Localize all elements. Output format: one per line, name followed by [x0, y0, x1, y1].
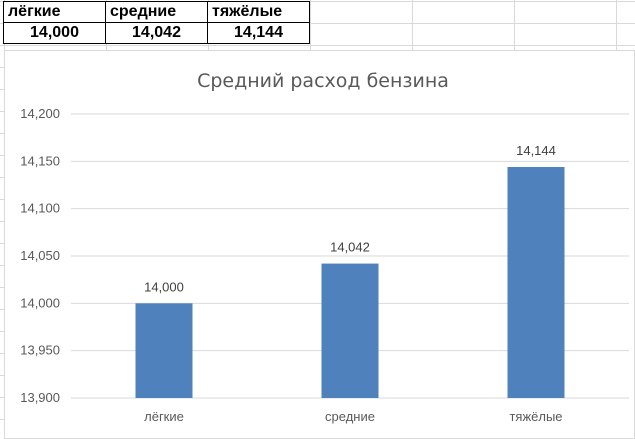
data-labels: 14,000 14,042 14,144 — [144, 143, 556, 294]
header-cell-light[interactable]: лёгкие — [3, 1, 106, 23]
bar[interactable] — [321, 263, 379, 398]
data-label: 14,000 — [144, 279, 184, 294]
x-category-label: лёгкие — [144, 409, 184, 424]
bar[interactable] — [135, 303, 193, 398]
header-cell-medium[interactable]: средние — [105, 1, 208, 23]
y-tick-label: 13,900 — [20, 390, 60, 405]
y-tick-label: 14,050 — [20, 248, 60, 263]
value-cell-light[interactable]: 14,000 — [3, 22, 106, 44]
value-cell-heavy[interactable]: 14,144 — [207, 22, 310, 44]
x-category-label: тяжёлые — [509, 409, 562, 424]
x-category-label: средние — [325, 409, 375, 424]
data-label: 14,144 — [516, 143, 556, 158]
header-cell-heavy[interactable]: тяжёлые — [207, 1, 310, 23]
y-tick-label: 14,100 — [20, 201, 60, 216]
data-label: 14,042 — [330, 240, 370, 255]
y-axis-ticks: 13,900 13,950 14,000 14,050 14,100 14,150 14,2… — [20, 106, 60, 405]
chart-area[interactable]: Средний расход бензина 13,900 13,950 14,00… — [4, 50, 635, 439]
bar[interactable] — [507, 167, 565, 398]
value-row: 14,000 14,042 14,144 — [3, 22, 310, 44]
data-table: лёгкие средние тяжёлые 14,000 14,042 14,… — [3, 1, 310, 44]
value-cell-medium[interactable]: 14,042 — [105, 22, 208, 44]
bar-chart: Средний расход бензина 13,900 13,950 14,00… — [20, 70, 629, 424]
y-tick-label: 13,950 — [20, 343, 60, 358]
chart-title[interactable]: Средний расход бензина — [197, 70, 449, 92]
y-tick-label: 14,000 — [20, 295, 60, 310]
bars — [135, 167, 565, 398]
y-tick-label: 14,150 — [20, 153, 60, 168]
header-row: лёгкие средние тяжёлые — [3, 1, 310, 23]
y-tick-label: 14,200 — [20, 106, 60, 121]
x-axis-categories: лёгкие средние тяжёлые — [144, 409, 562, 424]
